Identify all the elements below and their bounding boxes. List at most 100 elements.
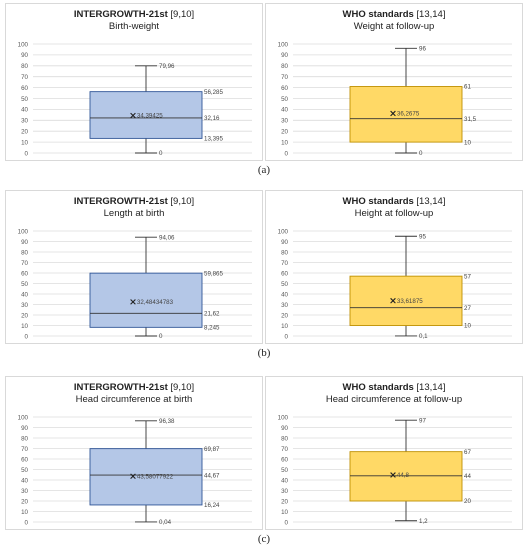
mean-marker (130, 112, 136, 119)
y-tick-label: 10 (21, 323, 28, 330)
q3-label: 69,87 (204, 446, 220, 453)
figure-caption-b: (b) (257, 347, 271, 359)
chart-panel-height-follow-up: WHO standards [13,14] Height at follow-u… (265, 190, 523, 344)
min-label: 0,04 (159, 519, 172, 526)
figure-caption-a: (a) (257, 164, 271, 176)
y-tick-label: 80 (21, 249, 28, 256)
y-tick-label: 80 (21, 435, 28, 442)
y-tick-label: 0 (25, 519, 29, 526)
y-tick-label: 100 (18, 414, 29, 421)
box-iqr (349, 275, 463, 326)
mean-label: 33,61875 (397, 298, 423, 305)
chart-subtitle: Length at birth (103, 208, 165, 219)
y-tick-label: 60 (21, 85, 28, 92)
chart-subtitle: Weight at follow-up (353, 21, 435, 32)
y-tick-label: 80 (281, 435, 288, 442)
min-label: 0 (419, 150, 423, 157)
y-tick-label: 50 (21, 467, 28, 474)
y-tick-label: 30 (21, 118, 28, 125)
y-tick-label: 60 (281, 270, 288, 277)
chart-svg: 0 10 20 30 40 50 60 70 80 90 100 44,8 97 1,2 67 44 20 (278, 414, 512, 526)
chart-subtitle: Head circumference at birth (75, 394, 193, 405)
chart-svg: 0 10 20 30 40 50 60 70 80 90 100 33,61875 95 0,1 57 27 1… (278, 228, 512, 340)
max-label: 79,96 (159, 63, 175, 70)
mean-marker (390, 297, 396, 304)
chart-panel-head-circ-follow-up: WHO standards [13,14] Head circumference… (265, 376, 523, 530)
min-label: 0 (159, 150, 163, 157)
chart-panel-length-birth: INTERGROWTH-21st [9,10] Length at birth … (5, 190, 263, 344)
q3-label: 59,865 (204, 270, 223, 277)
y-tick-label: 70 (281, 74, 288, 81)
median-label: 44,67 (204, 472, 220, 479)
y-tick-label: 50 (281, 281, 288, 288)
y-tick-label: 20 (21, 312, 28, 319)
mean-marker (130, 299, 136, 305)
max-label: 95 (419, 233, 426, 240)
y-tick-label: 20 (281, 498, 288, 505)
y-tick-label: 60 (281, 85, 288, 92)
y-tick-label: 100 (278, 414, 289, 421)
y-tick-label: 60 (21, 270, 28, 277)
box-iqr (89, 448, 203, 506)
median-label: 32,16 (204, 115, 220, 122)
chart-subtitle: Height at follow-up (354, 208, 434, 219)
y-tick-label: 30 (21, 302, 28, 309)
y-tick-label: 90 (281, 239, 288, 246)
chart-title: WHO standards [13,14] (342, 196, 446, 207)
median-label: 21,62 (204, 310, 220, 317)
y-tick-label: 70 (21, 74, 28, 81)
mean-label: 44,8 (397, 472, 410, 479)
y-tick-label: 100 (18, 41, 29, 48)
y-tick-label: 90 (21, 52, 28, 59)
y-tick-label: 10 (21, 509, 28, 516)
q1-label: 10 (464, 139, 471, 146)
chart-svg: 0 10 20 30 40 50 60 70 80 90 100 34,39425 79,96 0 56,2… (18, 41, 252, 157)
y-tick-label: 0 (25, 150, 29, 157)
min-label: 1,2 (419, 518, 428, 525)
max-label: 96 (419, 46, 426, 53)
chart-title: WHO standards [13,14] (342, 9, 446, 20)
y-tick-label: 50 (21, 96, 28, 103)
q3-label: 57 (464, 273, 471, 280)
y-tick-label: 90 (21, 239, 28, 246)
y-tick-label: 100 (18, 228, 29, 235)
box-iqr (89, 91, 203, 139)
y-tick-label: 70 (21, 260, 28, 267)
chart-title: WHO standards [13,14] (342, 382, 446, 393)
y-tick-label: 40 (281, 477, 288, 484)
q1-label: 20 (464, 498, 471, 505)
chart-panel-head-circ-birth: INTERGROWTH-21st [9,10] Head circumferen… (5, 376, 263, 530)
y-tick-label: 90 (21, 425, 28, 432)
y-tick-label: 70 (21, 446, 28, 453)
y-tick-label: 80 (281, 63, 288, 70)
max-label: 97 (419, 417, 426, 424)
y-tick-label: 50 (281, 96, 288, 103)
y-tick-label: 10 (281, 509, 288, 516)
min-label: 0,1 (419, 333, 428, 340)
y-tick-label: 10 (281, 323, 288, 330)
min-label: 0 (159, 333, 163, 340)
mean-label: 36,2675 (397, 111, 420, 118)
y-tick-label: 60 (21, 456, 28, 463)
y-tick-label: 10 (21, 139, 28, 146)
mean-marker (390, 110, 396, 117)
y-tick-label: 100 (278, 228, 289, 235)
box-iqr (89, 272, 203, 328)
y-tick-label: 30 (281, 302, 288, 309)
y-tick-label: 80 (21, 63, 28, 70)
chart-svg: 0 10 20 30 40 50 60 70 80 90 100 32,48434783 94,06 0 5… (18, 228, 252, 340)
y-tick-label: 20 (21, 498, 28, 505)
box-iqr (349, 86, 463, 143)
y-tick-label: 40 (21, 107, 28, 114)
y-tick-label: 70 (281, 446, 288, 453)
mean-marker (390, 472, 396, 478)
chart-svg: 0 10 20 30 40 50 60 70 80 90 100 36,2675 96 0 61 31,5 10 (278, 41, 512, 157)
y-tick-label: 40 (21, 291, 28, 298)
y-tick-label: 30 (21, 488, 28, 495)
chart-title: INTERGROWTH-21st [9,10] (73, 9, 195, 20)
chart-title: INTERGROWTH-21st [9,10] (73, 196, 195, 207)
y-tick-label: 100 (278, 41, 289, 48)
y-tick-label: 90 (281, 52, 288, 59)
q3-label: 56,285 (204, 89, 223, 96)
max-label: 94,06 (159, 234, 175, 241)
